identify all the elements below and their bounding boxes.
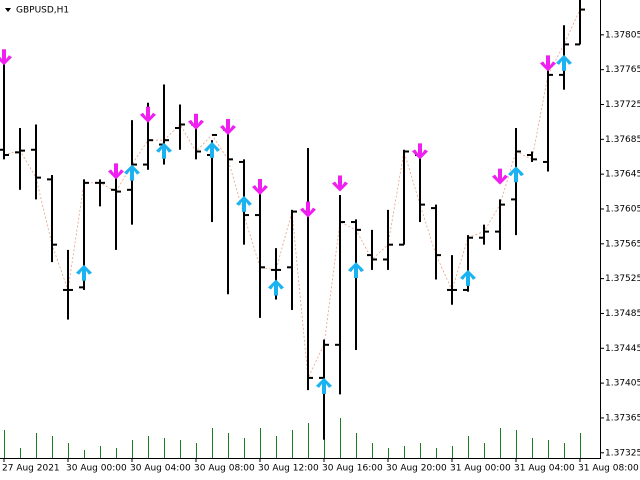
x-tick-label: 30 Aug 20:00 — [386, 464, 447, 474]
y-tick-label: 1.37685 — [605, 135, 640, 145]
x-tick-label: 30 Aug 04:00 — [130, 464, 191, 474]
x-tick-label: 30 Aug 12:00 — [258, 464, 319, 474]
up-arrow — [460, 269, 476, 286]
up-arrow — [156, 142, 172, 159]
y-tick-label: 1.37445 — [605, 344, 640, 354]
y-tick-label: 1.37405 — [605, 379, 640, 389]
y-tick-label: 1.37485 — [605, 309, 640, 319]
down-arrow — [300, 201, 316, 218]
x-tick-label: 30 Aug 00:00 — [66, 464, 127, 474]
down-arrow — [108, 163, 124, 180]
x-tick-label: 31 Aug 04:00 — [514, 464, 575, 474]
x-tick-label: 31 Aug 08:00 — [578, 464, 639, 474]
y-tick-label: 1.37765 — [605, 65, 640, 75]
down-arrow — [220, 118, 236, 135]
y-tick-label: 1.37805 — [605, 30, 640, 40]
up-arrow — [124, 164, 140, 181]
up-arrow — [236, 195, 252, 212]
up-arrow — [268, 279, 284, 296]
x-tick-label: 31 Aug 00:00 — [450, 464, 511, 474]
down-arrow — [0, 49, 12, 66]
down-arrow — [252, 179, 268, 196]
chart-title: GBPUSD,H1 — [16, 6, 69, 16]
up-arrow — [348, 262, 364, 279]
up-arrow — [508, 166, 524, 183]
up-arrow — [316, 377, 332, 394]
down-arrow — [492, 168, 508, 185]
down-arrow — [140, 106, 156, 123]
y-tick-label: 1.37605 — [605, 204, 640, 214]
down-arrow — [540, 55, 556, 72]
x-tick-label: 27 Aug 2021 — [2, 464, 60, 474]
up-arrow — [204, 141, 220, 158]
y-tick-label: 1.37365 — [605, 413, 640, 423]
x-tick-label: 30 Aug 08:00 — [194, 464, 255, 474]
symbol-menu-icon[interactable] — [5, 8, 11, 12]
up-arrow — [556, 54, 572, 71]
y-tick-label: 1.37325 — [605, 448, 640, 458]
y-tick-label: 1.37645 — [605, 170, 640, 180]
x-tick-label: 30 Aug 16:00 — [322, 464, 383, 474]
y-tick-label: 1.37565 — [605, 239, 640, 249]
y-tick-label: 1.37725 — [605, 100, 640, 110]
down-arrow — [412, 143, 428, 160]
down-arrow — [332, 175, 348, 192]
down-arrow — [188, 113, 204, 130]
y-tick-label: 1.37525 — [605, 274, 640, 284]
up-arrow — [76, 264, 92, 281]
